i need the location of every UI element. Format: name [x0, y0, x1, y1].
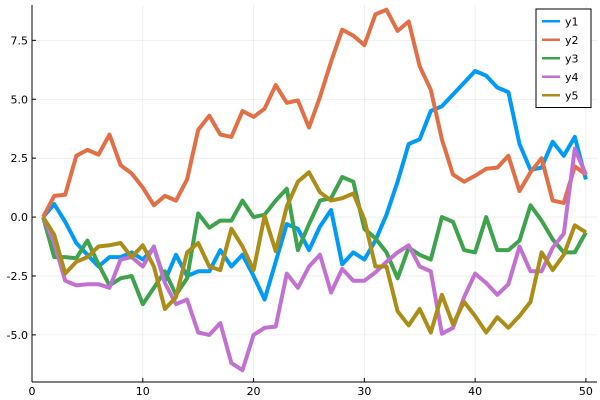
x-tick-label: 20 — [247, 385, 261, 398]
series-lines — [41, 7, 588, 373]
y-tick-label: -2.5 — [7, 270, 28, 283]
x-tick-label: 40 — [468, 385, 482, 398]
x-tick-label: 50 — [579, 385, 593, 398]
y-tick-label: 0.0 — [11, 211, 29, 224]
series-line-y5 — [41, 170, 587, 335]
series-line-y3 — [41, 175, 588, 307]
y-tick-label: 2.5 — [11, 152, 29, 165]
y-tick-label: -5.0 — [7, 329, 28, 342]
series-line-y2 — [41, 7, 588, 219]
y-tick-label: 7.5 — [11, 34, 29, 47]
legend: y1 y2 y3 y4 y5 — [535, 8, 592, 108]
x-tick-label: 0 — [29, 385, 36, 398]
legend-label-y3: y3 — [565, 52, 579, 65]
legend-label-y2: y2 — [565, 34, 579, 47]
legend-label-y1: y1 — [565, 15, 579, 28]
legend-label-y4: y4 — [565, 71, 579, 84]
x-tick-label: 10 — [136, 385, 150, 398]
legend-label-y5: y5 — [565, 89, 579, 102]
axes: 0 10 20 30 40 50 -5.0 -2.5 0.0 2.5 5.0 7.5 — [7, 5, 597, 398]
series-line-y4 — [41, 146, 588, 373]
x-tick-label: 30 — [357, 385, 371, 398]
y-tick-label: 5.0 — [11, 93, 29, 106]
